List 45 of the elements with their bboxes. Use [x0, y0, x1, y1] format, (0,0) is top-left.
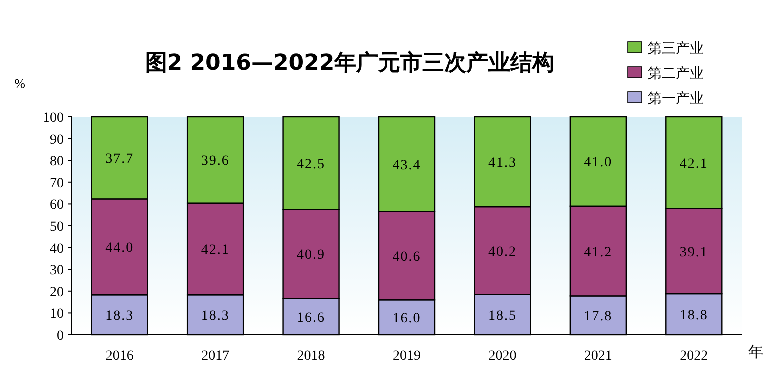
- y-tick-label: 0: [57, 329, 64, 344]
- x-tick-label: 2017: [202, 349, 230, 364]
- data-label: 18.3: [201, 309, 230, 324]
- legend-label: 第三产业: [648, 41, 704, 57]
- x-tick-label: 2018: [297, 349, 326, 364]
- data-label: 40.6: [392, 250, 422, 265]
- data-label: 37.7: [106, 152, 134, 168]
- data-label: 18.5: [488, 308, 517, 324]
- x-tick-label: 2021: [584, 349, 612, 364]
- data-label: 43.4: [392, 158, 422, 174]
- data-label: 18.8: [680, 308, 708, 324]
- chart-title: 图2 2016—2022年广元市三次产业结构: [145, 50, 555, 76]
- y-tick-label: 40: [50, 242, 64, 257]
- data-label: 44.0: [106, 241, 134, 256]
- x-axis-title: 年: [748, 344, 764, 361]
- legend-label: 第一产业: [648, 91, 704, 107]
- data-label: 16.6: [297, 310, 326, 326]
- data-label: 42.1: [680, 156, 708, 172]
- y-axis-title: %: [14, 76, 26, 91]
- data-label: 42.1: [201, 243, 230, 258]
- data-label: 17.8: [584, 310, 613, 325]
- x-tick-label: 2019: [393, 349, 421, 364]
- data-label: 41.2: [584, 245, 613, 260]
- y-tick-label: 30: [50, 264, 64, 279]
- data-label: 16.0: [392, 312, 422, 327]
- x-tick-label: 2016: [106, 349, 134, 364]
- data-label: 40.2: [488, 244, 517, 260]
- y-tick-label: 20: [50, 285, 64, 300]
- y-tick-label: 70: [50, 176, 64, 192]
- data-label: 41.0: [584, 156, 613, 171]
- y-tick-label: 90: [50, 132, 64, 148]
- data-label: 41.3: [488, 156, 517, 172]
- y-tick-label: 80: [50, 154, 64, 170]
- data-label: 18.3: [106, 309, 134, 324]
- data-label: 42.5: [297, 157, 326, 172]
- x-tick-label: 2020: [488, 349, 517, 364]
- data-label: 39.1: [680, 245, 708, 260]
- x-tick-label: 2022: [680, 349, 708, 364]
- data-label: 40.9: [297, 248, 326, 264]
- y-tick-label: 50: [50, 220, 64, 235]
- y-tick-label: 100: [43, 111, 64, 126]
- legend-label: 第二产业: [648, 66, 704, 82]
- y-tick-label: 10: [50, 307, 64, 322]
- y-tick-label: 60: [50, 198, 64, 214]
- data-label: 39.6: [201, 154, 230, 170]
